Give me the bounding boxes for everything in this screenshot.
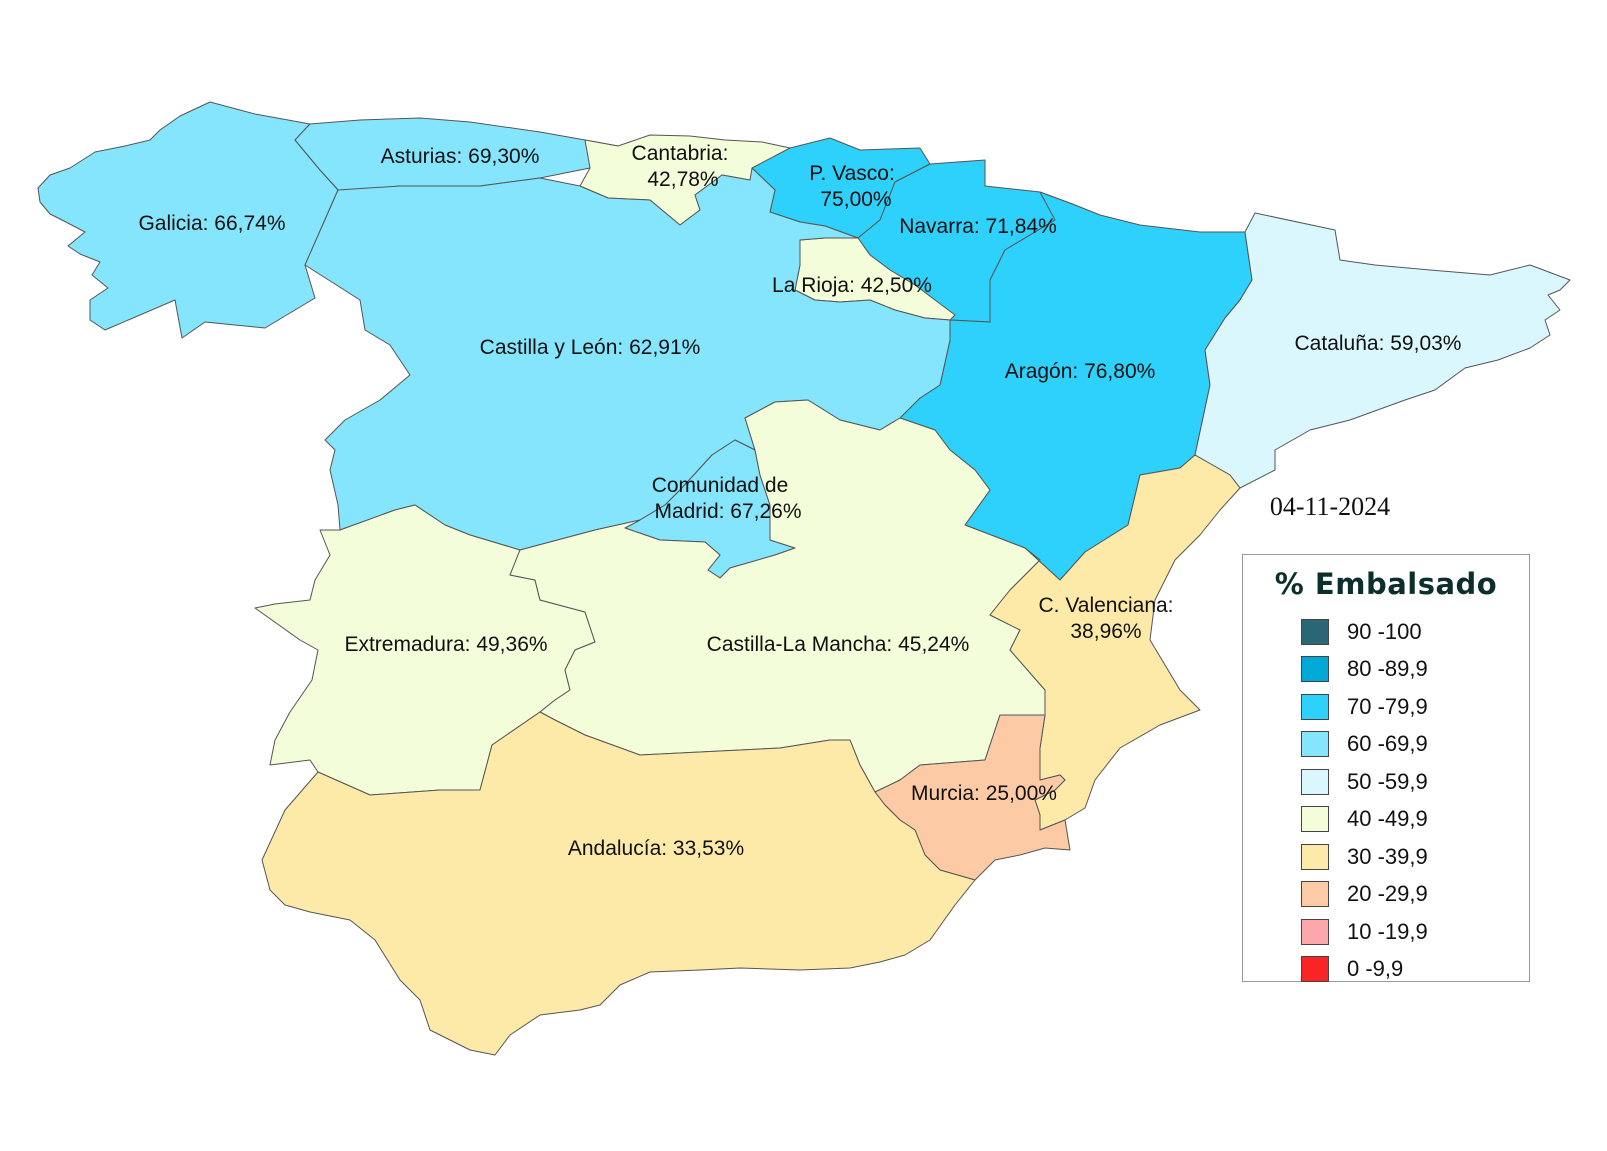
legend-item: 20 -29,9 xyxy=(1301,876,1428,914)
region-valenciana xyxy=(989,454,1241,831)
map-date: 04-11-2024 xyxy=(1269,492,1391,521)
label-larioja: La Rioja: 42,50% xyxy=(772,274,932,297)
label-valenciana-line1: C. Valenciana: xyxy=(1038,594,1173,617)
legend-label: 40 -49,9 xyxy=(1347,806,1428,832)
legend-label: 60 -69,9 xyxy=(1347,731,1428,757)
legend-swatch xyxy=(1301,843,1329,870)
legend-label: 90 -100 xyxy=(1347,618,1422,644)
label-navarra: Navarra: 71,84% xyxy=(899,215,1057,238)
region-cataluna xyxy=(1194,212,1571,489)
legend-label: 50 -59,9 xyxy=(1347,768,1428,794)
legend-item: 40 -49,9 xyxy=(1301,801,1428,839)
legend-item: 60 -69,9 xyxy=(1301,726,1428,764)
legend-swatch xyxy=(1301,881,1329,908)
region-galicia xyxy=(37,101,339,339)
label-valenciana-line2: 38,96% xyxy=(1070,620,1141,643)
legend-label: 30 -39,9 xyxy=(1347,843,1428,869)
label-cantabria-line1: Cantabria: xyxy=(632,142,729,165)
legend-item: 10 -19,9 xyxy=(1301,913,1428,951)
legend-label: 80 -89,9 xyxy=(1347,656,1428,682)
legend-item: 70 -79,9 xyxy=(1301,688,1428,726)
legend-title: % Embalsado xyxy=(1274,567,1498,601)
label-pvasco-line2: 75,00% xyxy=(820,188,891,211)
legend-swatch xyxy=(1301,918,1329,945)
legend-items: 90 -100 80 -89,9 70 -79,9 60 -69,9 50 -5… xyxy=(1301,613,1428,988)
label-andalucia: Andalucía: 33,53% xyxy=(568,837,744,860)
legend-swatch xyxy=(1301,731,1329,758)
legend-swatch xyxy=(1301,693,1329,720)
label-cataluna: Cataluña: 59,03% xyxy=(1295,332,1462,355)
legend-swatch xyxy=(1301,768,1329,795)
legend-item: 80 -89,9 xyxy=(1301,651,1428,689)
legend-item: 30 -39,9 xyxy=(1301,838,1428,876)
legend-label: 10 -19,9 xyxy=(1347,918,1428,944)
label-asturias: Asturias: 69,30% xyxy=(381,145,540,168)
legend-swatch xyxy=(1301,806,1329,833)
label-pvasco-line1: P. Vasco: xyxy=(809,162,895,185)
legend-label: 20 -29,9 xyxy=(1347,881,1428,907)
legend-label: 70 -79,9 xyxy=(1347,693,1428,719)
label-madrid-line1: Comunidad de xyxy=(652,474,789,497)
label-castillalamancha: Castilla-La Mancha: 45,24% xyxy=(707,633,970,656)
legend-swatch xyxy=(1301,618,1329,645)
label-cantabria-line2: 42,78% xyxy=(647,168,718,191)
legend-item: 50 -59,9 xyxy=(1301,763,1428,801)
legend-swatch xyxy=(1301,656,1329,683)
legend-item: 90 -100 xyxy=(1301,613,1428,651)
label-castillayleon: Castilla y León: 62,91% xyxy=(480,336,701,359)
label-aragon: Aragón: 76,80% xyxy=(1005,360,1156,383)
label-extremadura: Extremadura: 49,36% xyxy=(344,633,547,656)
label-madrid-line2: Madrid: 67,26% xyxy=(654,500,801,523)
legend-item: 0 -9,9 xyxy=(1301,951,1428,989)
region-andalucia xyxy=(261,711,976,1056)
label-murcia: Murcia: 25,00% xyxy=(911,782,1057,805)
legend: % Embalsado 90 -100 80 -89,9 70 -79,9 60… xyxy=(1242,554,1530,983)
legend-swatch xyxy=(1301,956,1329,983)
region-castillayleon xyxy=(304,167,951,551)
legend-label: 0 -9,9 xyxy=(1347,956,1404,982)
label-galicia: Galicia: 66,74% xyxy=(138,212,285,235)
